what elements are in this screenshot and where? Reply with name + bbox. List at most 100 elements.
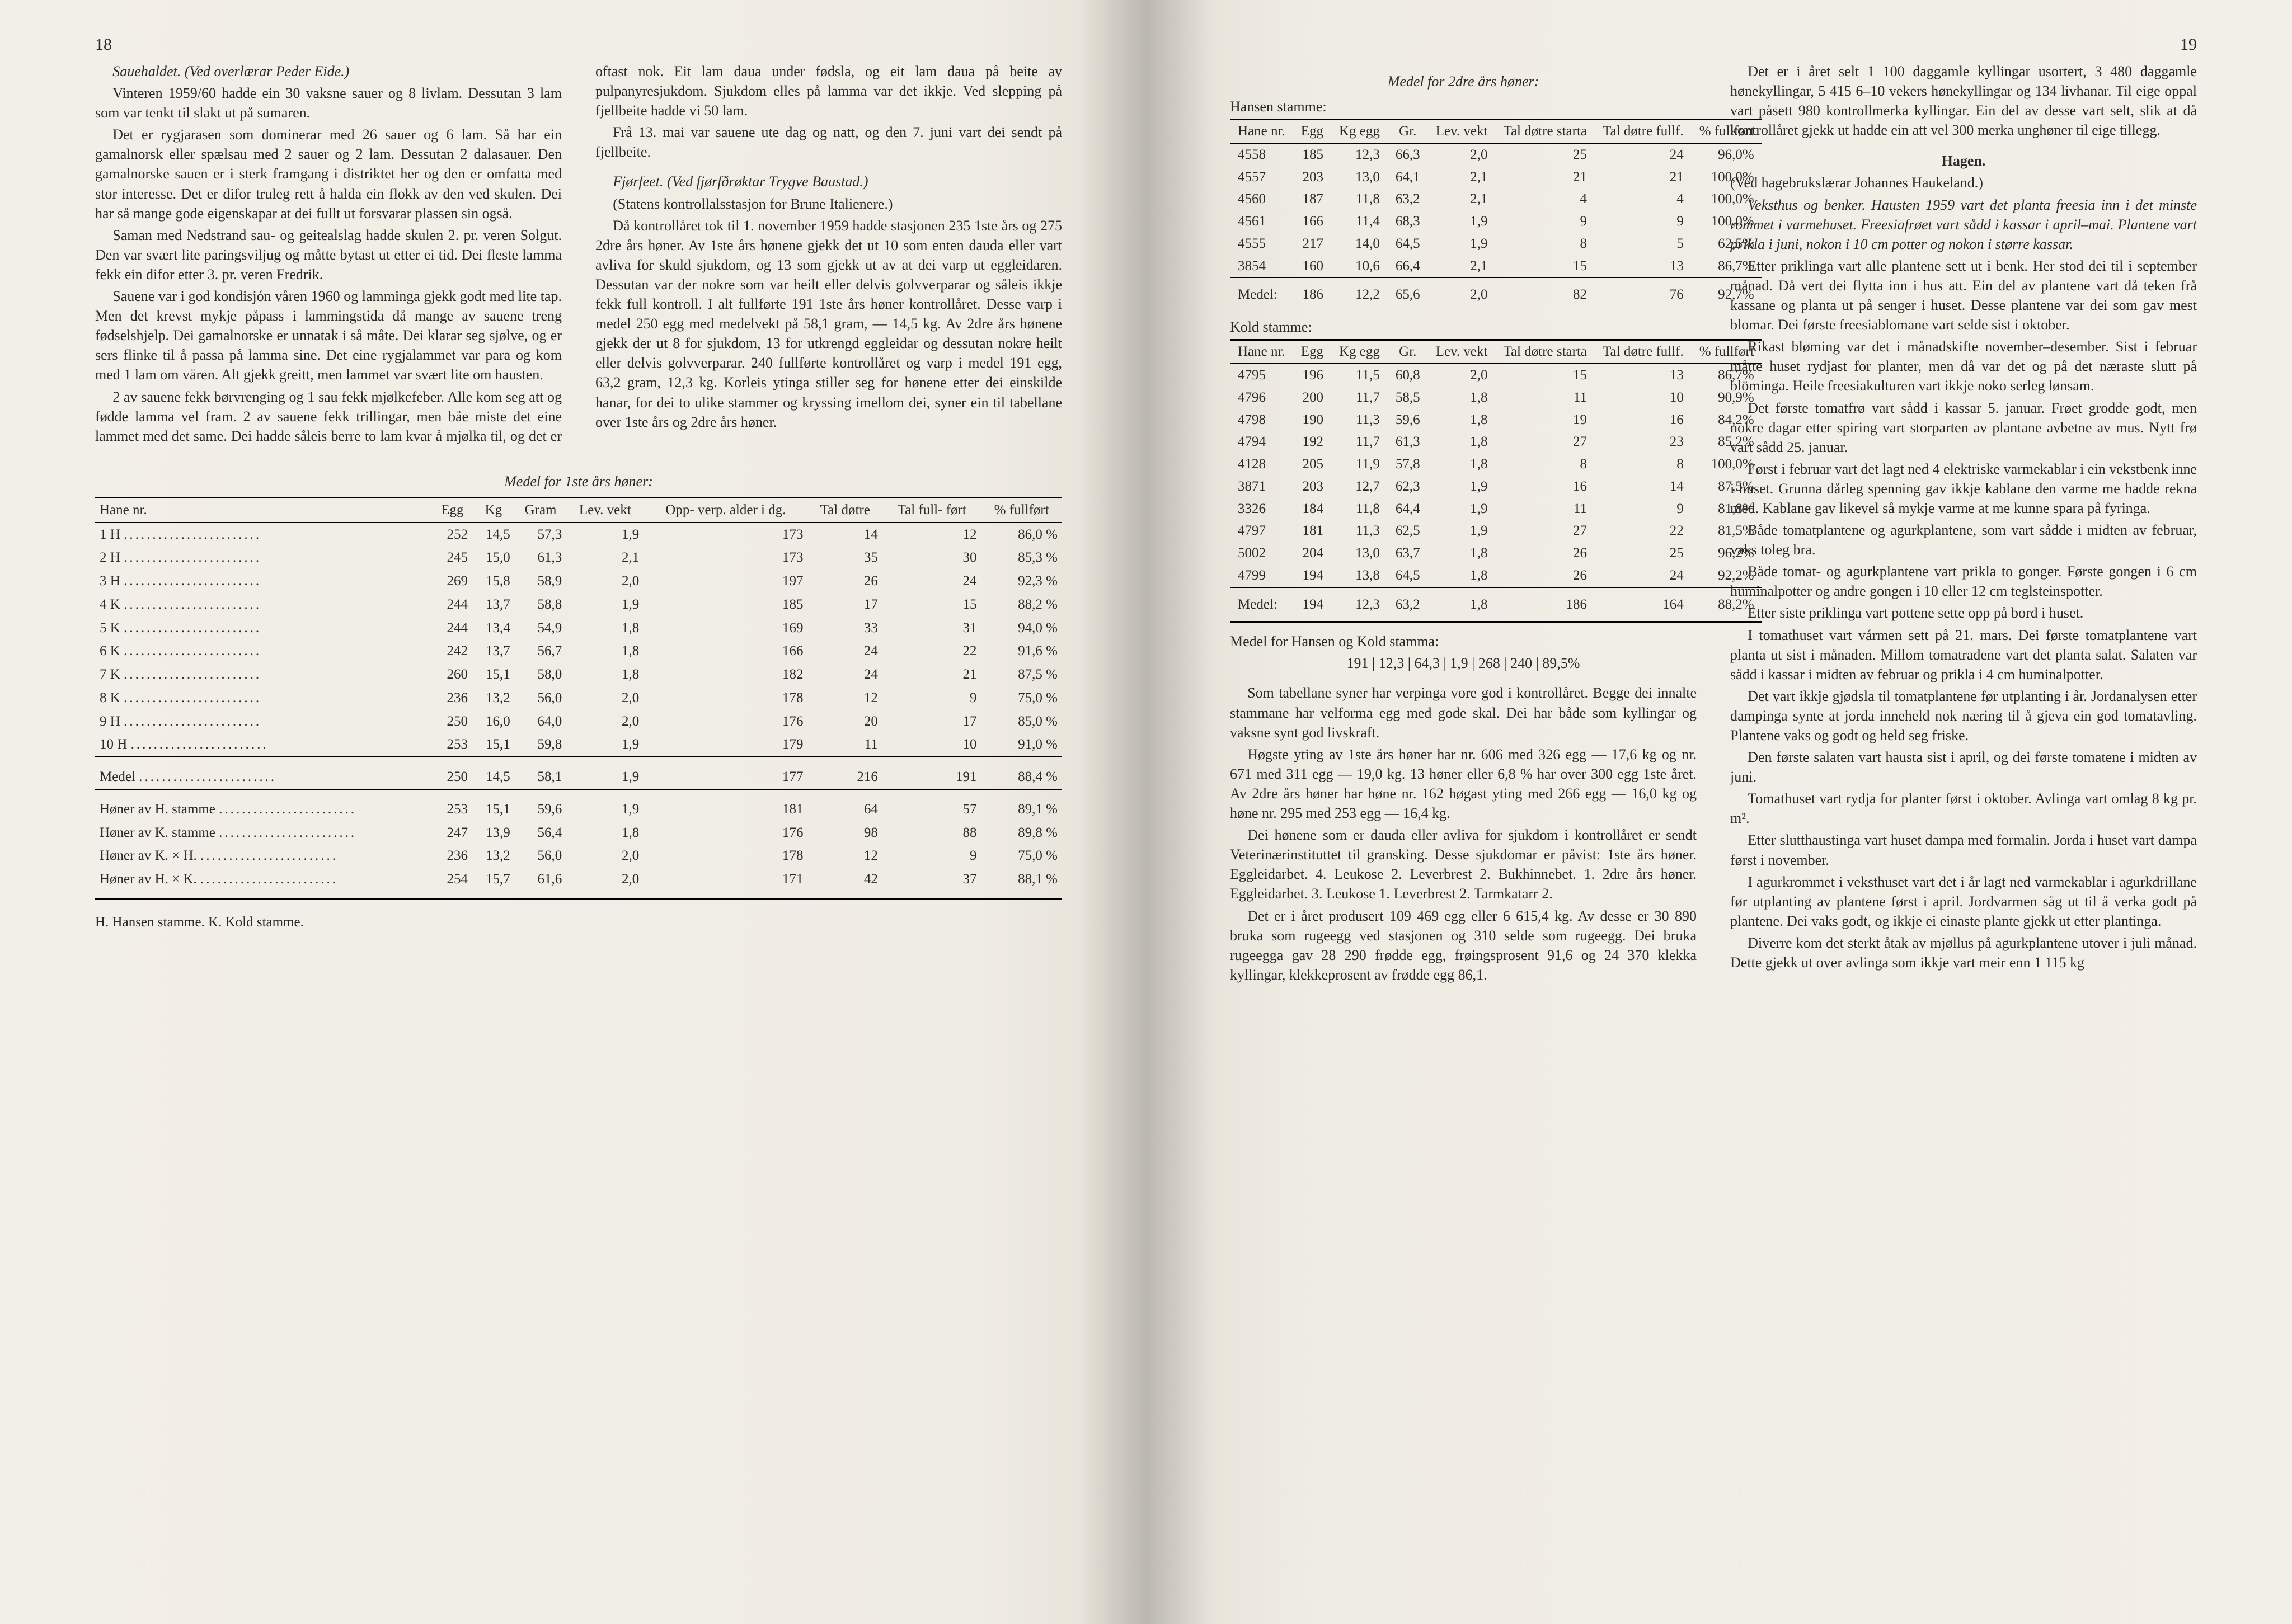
cell: 56,4 [515,821,566,845]
cell: 85,3 % [981,546,1062,569]
cell: 2,1 [566,546,644,569]
cell: 179 [644,733,807,757]
cell: 59,6 [1388,409,1428,431]
cell: 4799 [1230,564,1293,587]
cell: 88 [882,821,981,845]
cell: 9 [1595,498,1692,520]
paragraph: Det vart ikkje gjødsla til tomatplantene… [1730,686,2197,745]
cell: 42 [808,868,882,891]
cell: 25 [1595,542,1692,564]
cell: 185 [644,593,807,616]
cell: 15 [1495,255,1595,278]
cell: 10 [1595,387,1692,409]
hagen-byline: (Ved hagebrukslærar Johannes Haukeland.) [1730,173,2197,192]
cell: 58,1 [515,765,566,789]
cell: 2,1 [1428,166,1496,189]
cell: 13,7 [472,639,515,663]
paragraph: Som tabellane syner har verpinga vore go… [1230,683,1697,742]
cell: 3 H ........................ [95,569,433,593]
cell: 5002 [1230,542,1293,564]
cell: 68,3 [1388,210,1428,233]
cell: 11,9 [1331,453,1388,476]
cell: 66,4 [1388,255,1428,278]
cell: 62,3 [1388,476,1428,498]
cell: 87,5 % [981,663,1062,686]
cell: 4 [1595,188,1692,210]
cell: 22 [882,639,981,663]
cell: 14,0 [1331,233,1388,255]
table-row: 10 H ........................25315,159,8… [95,733,1062,757]
cell: 1,8 [1428,431,1496,453]
paragraph: Etter slutthaustinga vart huset dampa me… [1730,830,2197,869]
table-row: 455521714,064,51,98562,5% [1230,233,1762,255]
cell: 26 [808,569,882,593]
cell: 13,4 [472,616,515,640]
page-left: 18 Sauehaldet. (Ved overlærar Peder Eide… [0,0,1146,1624]
table-row: Medel:18612,265,62,0827692,7% [1230,284,1762,306]
cell: 64,5 [1388,564,1428,587]
th: Tal full- ført [882,497,981,522]
cell: 13,2 [472,686,515,710]
paragraph: Både tomat- og agurkplantene vart prikla… [1730,562,2197,601]
cell: 164 [1595,594,1692,616]
table-row: 8 K ........................23613,256,02… [95,686,1062,710]
cell: 181 [1293,520,1331,542]
table-row: 332618411,864,41,911981,8% [1230,498,1762,520]
cell: 56,0 [515,844,566,868]
cell: 4794 [1230,431,1293,453]
cell: 26 [1495,564,1595,587]
cell: 88,1 % [981,868,1062,891]
cell: 1,8 [1428,387,1496,409]
cell: 63,2 [1388,594,1428,616]
cell: 58,0 [515,663,566,686]
cell: 13,9 [472,821,515,845]
cell: 12 [808,686,882,710]
cell: 184 [1293,498,1331,520]
cell: 11,7 [1331,387,1388,409]
right-columns: Medel for 2dre års høner: Hansen stamme:… [1230,62,2197,985]
cell: 5 [1595,233,1692,255]
cell: 8 [1495,453,1595,476]
cell: 1,8 [1428,409,1496,431]
paragraph: Veksthus og benker. Hausten 1959 vart de… [1730,195,2197,254]
cell: 250 [433,765,472,789]
cell: 12,2 [1331,284,1388,306]
th: Gram [515,497,566,522]
cell: 13 [1595,364,1692,387]
th: Kg egg [1331,120,1388,143]
left-columns: Sauehaldet. (Ved overlærar Peder Eide.) … [95,62,1062,934]
cell: 9 H ........................ [95,710,433,733]
heading-fjorfeet: Fjørfeet. (Ved fjørfðrøktar Trygve Baust… [595,172,1062,191]
table2-caption: Medel for 2dre års høner: [1230,72,1697,91]
cell: 254 [433,868,472,891]
th: Egg [1293,120,1331,143]
cell: 8 K ........................ [95,686,433,710]
cell: 176 [644,710,807,733]
cell: 1,8 [1428,564,1496,587]
cell: 1,9 [1428,498,1496,520]
table-row: 2 H ........................24515,061,32… [95,546,1062,569]
paragraph: Diverre kom det sterkt åtak av mjøllus p… [1730,933,2197,972]
cell: 13,7 [472,593,515,616]
table1-caption: Medel for 1ste års høner: [95,472,1062,491]
cell: 64,4 [1388,498,1428,520]
cell: 252 [433,522,472,547]
table-row: 3 H ........................26915,858,92… [95,569,1062,593]
gutter-shadow-left [1079,0,1146,1624]
cell: 91,0 % [981,733,1062,757]
cell: 92,3 % [981,569,1062,593]
cell: 3871 [1230,476,1293,498]
table-row: 479620011,758,51,8111090,9% [1230,387,1762,409]
cell: 64,1 [1388,166,1428,189]
cell: 171 [644,868,807,891]
cell: 11 [808,733,882,757]
cell: 192 [1293,431,1331,453]
th: Gr. [1388,120,1428,143]
cell: 186 [1293,284,1331,306]
cell: 178 [644,686,807,710]
combined-row: 191 | 12,3 | 64,3 | 1,9 | 268 | 240 | 89… [1230,653,1697,673]
cell: 2,0 [566,710,644,733]
cell: 16,0 [472,710,515,733]
cell: 4 K ........................ [95,593,433,616]
cell: 11 [1495,498,1595,520]
